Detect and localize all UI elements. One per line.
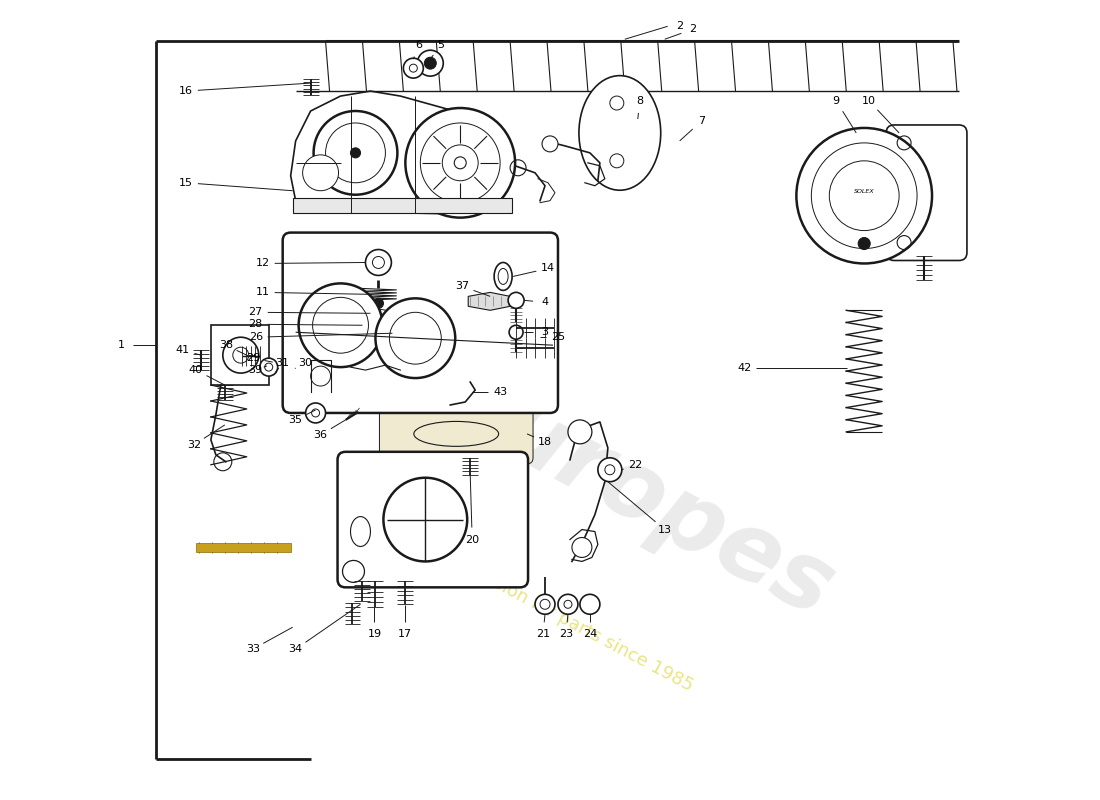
Circle shape <box>858 238 870 250</box>
Circle shape <box>373 298 384 308</box>
Text: 12: 12 <box>255 258 270 269</box>
Text: 31: 31 <box>276 358 289 368</box>
Text: 2: 2 <box>689 24 696 34</box>
Circle shape <box>306 403 326 423</box>
Text: 17: 17 <box>398 629 412 639</box>
Bar <box>293 198 513 213</box>
Text: 16: 16 <box>179 86 192 96</box>
Polygon shape <box>390 320 440 355</box>
Text: 2: 2 <box>676 22 683 31</box>
Text: 34: 34 <box>288 644 302 654</box>
Text: 1: 1 <box>118 340 124 350</box>
Text: 33: 33 <box>245 644 260 654</box>
FancyBboxPatch shape <box>887 125 967 261</box>
Text: 14: 14 <box>541 263 556 274</box>
Circle shape <box>314 111 397 194</box>
Text: 23: 23 <box>559 629 573 639</box>
FancyBboxPatch shape <box>379 404 534 464</box>
Text: 43: 43 <box>493 387 507 397</box>
Circle shape <box>558 594 578 614</box>
Circle shape <box>404 58 424 78</box>
Text: 21: 21 <box>536 629 550 639</box>
Text: 25: 25 <box>551 332 565 342</box>
Ellipse shape <box>579 76 661 190</box>
Ellipse shape <box>494 262 513 290</box>
Text: 32: 32 <box>187 440 201 450</box>
Text: 7: 7 <box>698 116 705 126</box>
Ellipse shape <box>390 311 440 330</box>
Text: 3: 3 <box>541 327 549 338</box>
Text: 18: 18 <box>538 437 552 447</box>
Text: 11: 11 <box>255 287 270 298</box>
FancyBboxPatch shape <box>283 233 558 413</box>
FancyBboxPatch shape <box>338 452 528 587</box>
Polygon shape <box>290 91 515 214</box>
Polygon shape <box>469 292 510 310</box>
Text: 35: 35 <box>288 415 302 425</box>
Text: 10: 10 <box>862 96 877 106</box>
Bar <box>211 326 268 385</box>
Text: 13: 13 <box>658 525 672 534</box>
Circle shape <box>598 458 622 482</box>
Circle shape <box>298 283 383 367</box>
Circle shape <box>568 420 592 444</box>
Circle shape <box>425 57 437 69</box>
Text: 28: 28 <box>249 319 263 330</box>
Circle shape <box>580 594 600 614</box>
Text: 8: 8 <box>636 96 644 106</box>
Text: 29: 29 <box>245 353 260 363</box>
FancyArrow shape <box>196 542 290 553</box>
Circle shape <box>384 478 468 562</box>
Circle shape <box>223 338 258 373</box>
Text: a passion for parts since 1985: a passion for parts since 1985 <box>448 551 696 695</box>
Circle shape <box>508 292 524 308</box>
Text: 20: 20 <box>465 534 480 545</box>
Ellipse shape <box>414 422 498 446</box>
Text: 4: 4 <box>541 298 549 307</box>
Text: SOLEX: SOLEX <box>854 190 874 194</box>
Text: 6: 6 <box>415 40 421 50</box>
Text: 37: 37 <box>455 282 470 291</box>
Text: 26: 26 <box>249 332 263 342</box>
Text: 9: 9 <box>833 96 839 106</box>
Circle shape <box>375 298 455 378</box>
Text: 42: 42 <box>737 363 751 373</box>
Circle shape <box>509 326 524 339</box>
Text: 15: 15 <box>179 178 192 188</box>
Text: 19: 19 <box>367 629 382 639</box>
Circle shape <box>310 366 331 386</box>
Circle shape <box>260 358 277 376</box>
Text: 39: 39 <box>249 365 263 375</box>
Text: 22: 22 <box>628 460 642 470</box>
Circle shape <box>417 50 443 76</box>
Circle shape <box>406 108 515 218</box>
Text: 30: 30 <box>298 358 312 368</box>
Ellipse shape <box>351 517 371 546</box>
Text: 40: 40 <box>189 365 204 375</box>
Text: 5: 5 <box>437 40 443 50</box>
Circle shape <box>365 250 392 275</box>
Circle shape <box>796 128 932 263</box>
Circle shape <box>572 538 592 558</box>
Text: 38: 38 <box>219 340 233 350</box>
Text: europes: europes <box>426 354 849 638</box>
Circle shape <box>542 136 558 152</box>
Text: 24: 24 <box>583 629 597 639</box>
Circle shape <box>535 594 556 614</box>
Circle shape <box>342 561 364 582</box>
Circle shape <box>351 148 361 158</box>
Circle shape <box>302 155 339 190</box>
Text: 41: 41 <box>176 345 190 355</box>
Text: 36: 36 <box>314 430 328 440</box>
Text: 27: 27 <box>249 307 263 318</box>
